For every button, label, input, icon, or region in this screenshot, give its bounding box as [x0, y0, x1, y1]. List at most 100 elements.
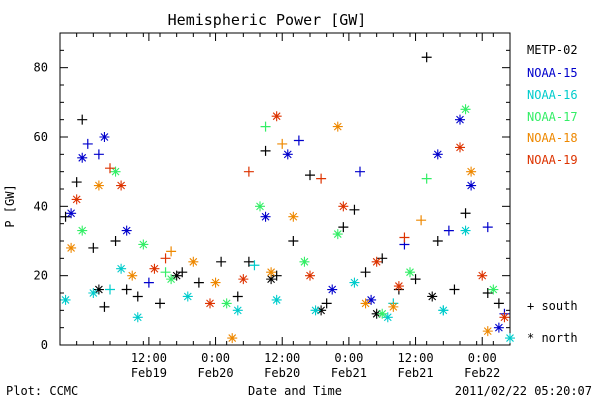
data-point-south: [99, 301, 110, 312]
data-point-north: [171, 270, 182, 281]
data-point-south: [443, 225, 454, 236]
data-point-north: [271, 111, 282, 122]
data-point-north: [438, 305, 449, 316]
data-point-south: [271, 270, 282, 281]
data-point-north: [93, 284, 104, 295]
data-point-north: [116, 263, 127, 274]
data-point-south: [232, 291, 243, 302]
data-point-south: [105, 163, 115, 174]
data-point-north: [266, 267, 277, 278]
data-point-south: [410, 274, 421, 285]
data-point-south: [60, 211, 71, 222]
data-point-north: [316, 305, 327, 316]
data-point-south: [288, 236, 299, 246]
data-point-south: [482, 222, 493, 233]
data-point-north: [116, 180, 127, 191]
data-point-north: [71, 194, 82, 205]
legend-item-0: METP-02: [527, 43, 578, 57]
data-point-south: [321, 298, 332, 309]
data-point-north: [371, 308, 382, 319]
data-point-north: [338, 201, 349, 212]
x-tick-label-date: Feb20: [197, 366, 233, 380]
data-point-south: [160, 267, 171, 278]
plot-frame: [59, 32, 511, 346]
data-point-south: [243, 256, 254, 267]
data-point-south: [121, 284, 132, 295]
legend-item-5: NOAA-19: [527, 153, 578, 167]
data-point-north: [305, 270, 315, 281]
legend-south-marker: + south: [527, 299, 578, 313]
data-point-south: [160, 253, 171, 264]
data-point-north: [349, 277, 360, 288]
plot-timestamp: 2011/02/22 05:20:07: [454, 384, 592, 398]
data-point-north: [460, 225, 471, 236]
data-point-south: [77, 114, 88, 125]
data-point-north: [310, 305, 321, 316]
data-point-south: [71, 177, 82, 188]
data-point-south: [432, 236, 443, 246]
data-point-south: [82, 138, 93, 149]
data-point-north: [260, 211, 271, 222]
data-point-north: [110, 166, 121, 177]
data-point-south: [316, 173, 327, 184]
data-point-north: [482, 326, 493, 337]
data-point-south: [216, 256, 227, 267]
data-point-north: [99, 132, 110, 142]
x-tick-label-time: 0:00: [468, 351, 497, 365]
data-point-north: [182, 291, 193, 302]
data-point-north: [366, 294, 377, 305]
data-point-north: [488, 284, 499, 295]
legend-north-marker: * north: [527, 331, 578, 345]
data-point-north: [432, 149, 443, 160]
data-point-north: [466, 180, 477, 191]
data-point-north: [327, 284, 338, 295]
x-tick-label-time: 0:00: [334, 351, 363, 365]
data-point-north: [455, 114, 465, 125]
data-point-north: [460, 104, 471, 115]
data-point-south: [260, 145, 271, 156]
data-point-north: [232, 305, 243, 316]
data-point-north: [77, 225, 88, 236]
x-tick-label-date: Feb19: [131, 366, 167, 380]
data-point-south: [421, 173, 432, 184]
y-tick-label: 20: [34, 269, 48, 283]
data-point-north: [466, 166, 477, 177]
y-tick-label: 0: [41, 338, 48, 352]
data-point-south: [360, 267, 371, 278]
legend-item-1: NOAA-15: [527, 66, 578, 80]
x-tick-label-time: 12:00: [397, 351, 433, 365]
data-point-south: [155, 298, 165, 309]
data-point-south: [355, 166, 365, 177]
data-point-north: [132, 312, 143, 323]
data-point-south: [421, 52, 432, 63]
data-point-north: [88, 288, 99, 298]
data-point-north: [299, 256, 310, 267]
data-point-north: [66, 242, 77, 253]
data-point-south: [193, 277, 204, 288]
data-point-north: [271, 294, 282, 305]
data-point-north: [405, 267, 415, 278]
data-point-north: [188, 256, 199, 267]
data-point-north: [382, 312, 393, 323]
y-tick-label: 60: [34, 130, 48, 144]
data-point-south: [177, 267, 188, 278]
data-point-south: [493, 298, 504, 309]
x-tick-label-date: Feb20: [264, 366, 300, 380]
legend-item-2: NOAA-16: [527, 88, 578, 102]
data-point-north: [149, 263, 160, 274]
x-tick-label-date: Feb21: [397, 366, 433, 380]
data-point-north: [360, 298, 371, 309]
data-point-north: [288, 211, 299, 222]
y-tick-label: 80: [34, 61, 48, 75]
data-point-north: [332, 121, 343, 132]
data-point-south: [166, 246, 177, 257]
data-point-north: [60, 294, 71, 305]
chart-title: Hemispheric Power [GW]: [167, 11, 367, 29]
data-point-north: [205, 298, 215, 309]
data-point-north: [77, 152, 88, 163]
data-point-north: [210, 277, 221, 288]
x-axis-label: Date and Time: [248, 384, 342, 398]
data-point-north: [121, 225, 132, 236]
data-point-north: [377, 308, 388, 319]
